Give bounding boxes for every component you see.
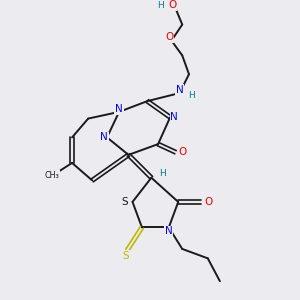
Text: N: N — [170, 112, 178, 122]
Text: N: N — [115, 104, 123, 114]
Text: S: S — [122, 251, 129, 261]
Text: O: O — [179, 147, 187, 157]
Text: H: H — [188, 91, 195, 100]
Text: O: O — [165, 32, 173, 42]
Text: O: O — [204, 197, 212, 207]
Text: H: H — [159, 169, 166, 178]
Text: S: S — [121, 197, 128, 207]
Text: N: N — [165, 226, 173, 236]
Text: N: N — [176, 85, 183, 95]
Text: O: O — [168, 0, 176, 10]
Text: CH₃: CH₃ — [44, 170, 59, 179]
Text: N: N — [100, 132, 108, 142]
Text: H: H — [158, 1, 164, 10]
